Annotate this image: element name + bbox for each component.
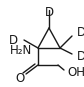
Text: H₂N: H₂N	[10, 44, 32, 56]
Text: O: O	[15, 72, 25, 84]
Text: D: D	[77, 27, 84, 39]
Text: D: D	[77, 50, 84, 62]
Text: D: D	[44, 6, 54, 19]
Text: OH: OH	[67, 66, 84, 78]
Text: D: D	[9, 33, 18, 46]
